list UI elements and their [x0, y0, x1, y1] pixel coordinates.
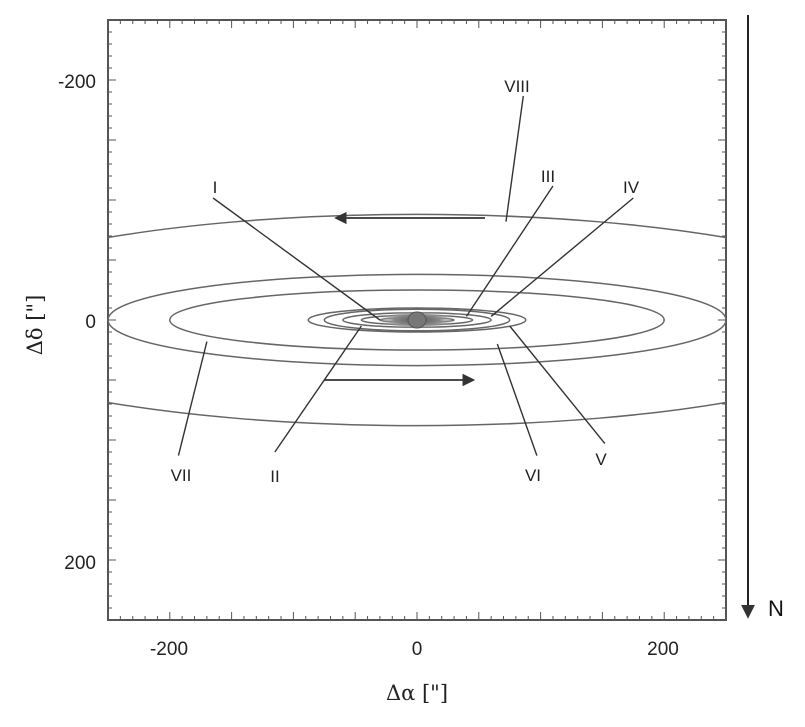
ring-label-ii: II	[270, 467, 279, 486]
leader-v	[509, 325, 606, 445]
ring-label-viii: VIII	[504, 77, 530, 96]
leader-iv	[490, 197, 634, 317]
ring-label-i: I	[213, 178, 218, 197]
leader-i	[212, 197, 381, 321]
rotation-arrows	[324, 211, 485, 387]
x-tick-label-200: 200	[647, 639, 679, 660]
x-tick-label-0: 0	[412, 639, 423, 660]
frame-ticks	[107, 19, 727, 621]
central-object	[379, 311, 455, 329]
y-axis-label: Δδ ["]	[23, 295, 47, 356]
leader-vi	[496, 343, 538, 456]
north-label: N	[768, 596, 784, 621]
ring-vi	[169, 289, 665, 351]
leader-ii	[274, 325, 362, 453]
rings-group	[108, 213, 726, 427]
ring-viii	[108, 213, 726, 427]
ring-label-iii: III	[541, 167, 555, 186]
y-tick-label-neg200: -200	[58, 72, 96, 93]
ring-label-vi: VI	[525, 466, 541, 485]
core-body	[407, 311, 427, 329]
x-axis-label: Δα ["]	[386, 681, 448, 705]
ring-label-vii: VII	[171, 466, 192, 485]
ring-label-v: V	[595, 450, 607, 469]
y-tick-label-0: 0	[85, 312, 96, 333]
ring-iv	[323, 308, 511, 332]
ring-v	[307, 307, 527, 333]
x-tick-label-neg200: -200	[150, 639, 188, 660]
ring-label-iv: IV	[623, 178, 640, 197]
label-leaders	[177, 95, 634, 456]
leader-iii	[465, 185, 554, 317]
y-tick-label-200: 200	[64, 553, 96, 574]
leader-viii	[505, 95, 524, 222]
leader-vii	[177, 341, 208, 456]
ring-vii	[108, 273, 726, 367]
